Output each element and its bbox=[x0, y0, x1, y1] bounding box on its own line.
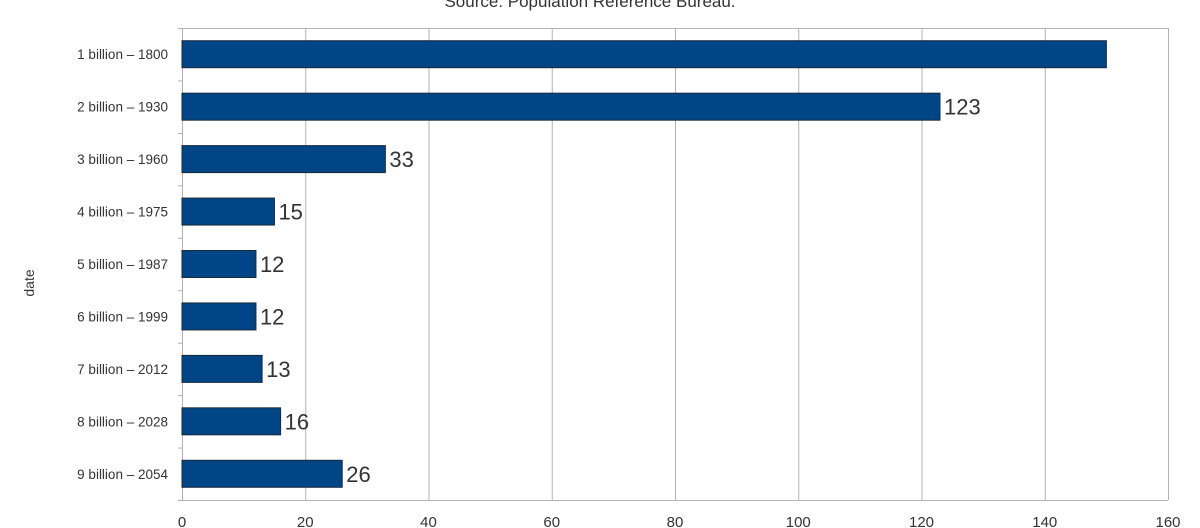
bar bbox=[181, 145, 386, 174]
category-label: 2 billion – 1930 bbox=[77, 100, 168, 115]
category-label: 3 billion – 1960 bbox=[77, 152, 168, 167]
x-tick-label: 160 bbox=[1155, 514, 1180, 528]
data-label: 12 bbox=[260, 252, 284, 277]
data-label: 13 bbox=[266, 357, 290, 382]
category-label: 4 billion – 1975 bbox=[77, 205, 168, 220]
category-label: 7 billion – 2012 bbox=[77, 362, 168, 377]
x-tick-label: 80 bbox=[667, 514, 684, 528]
category-label: 5 billion – 1987 bbox=[77, 257, 168, 272]
x-tick-labels: 0 20 40 60 80 100 120 140 160 bbox=[178, 514, 1181, 528]
bar bbox=[181, 40, 1107, 69]
x-tick-label: 40 bbox=[420, 514, 437, 528]
category-label: 1 billion – 1800 bbox=[77, 47, 168, 62]
x-tick-label: 120 bbox=[909, 514, 934, 528]
data-label: 15 bbox=[278, 200, 302, 225]
bar bbox=[181, 459, 343, 488]
data-labels: 123 33 15 12 12 13 16 26 bbox=[260, 95, 981, 487]
bar bbox=[181, 302, 257, 331]
data-label: 33 bbox=[389, 147, 413, 172]
x-tick-label: 0 bbox=[178, 514, 186, 528]
category-label: 9 billion – 2054 bbox=[77, 467, 168, 482]
data-label: 123 bbox=[944, 95, 981, 120]
y-axis-title: date bbox=[21, 269, 37, 296]
category-label: 6 billion – 1999 bbox=[77, 309, 168, 324]
bar bbox=[181, 197, 275, 226]
bar bbox=[181, 92, 941, 121]
data-label: 16 bbox=[285, 409, 309, 434]
chart-subtitle: Source: Population Reference Bureau. bbox=[444, 0, 735, 11]
category-labels: 1 billion – 1800 2 billion – 1930 3 billio… bbox=[77, 47, 168, 482]
x-tick-label: 140 bbox=[1032, 514, 1057, 528]
bar bbox=[181, 354, 263, 383]
x-tick-label: 60 bbox=[543, 514, 560, 528]
bar bbox=[181, 407, 282, 436]
x-tick-label: 100 bbox=[786, 514, 811, 528]
x-tick-label: 20 bbox=[297, 514, 314, 528]
bars bbox=[181, 40, 1107, 488]
data-label: 26 bbox=[346, 462, 370, 487]
data-label: 12 bbox=[260, 304, 284, 329]
category-label: 8 billion – 2028 bbox=[77, 414, 168, 429]
bar bbox=[181, 250, 257, 278]
